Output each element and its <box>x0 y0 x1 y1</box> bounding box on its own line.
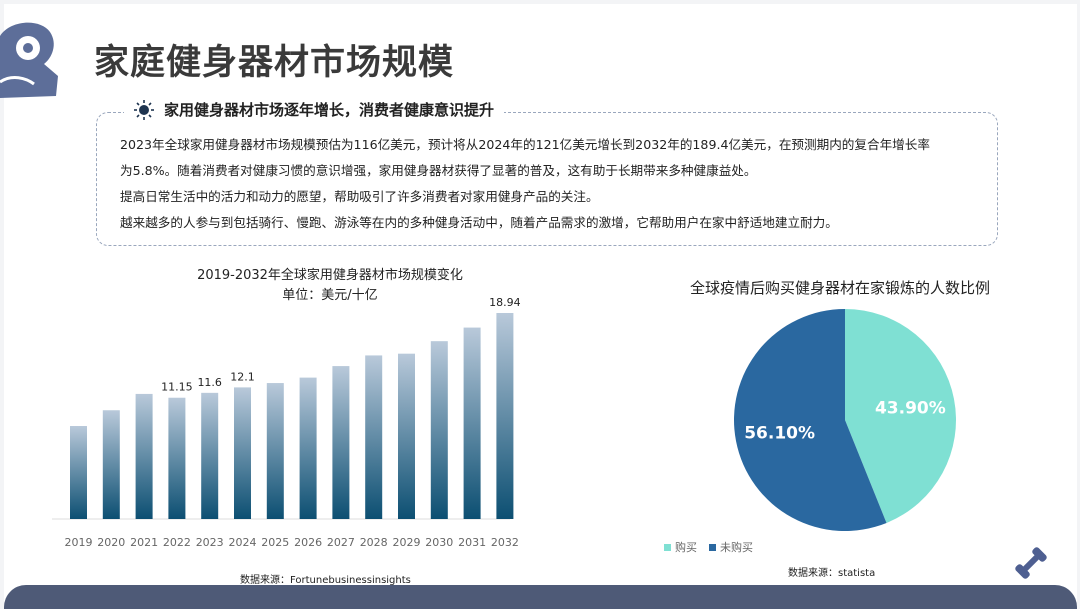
x-tick-label: 2019 <box>65 536 93 549</box>
x-tick-label: 2026 <box>294 536 322 549</box>
bar-2026 <box>299 377 317 519</box>
bar-2023 <box>201 392 219 519</box>
summary-line: 提高日常生活中的活力和动力的愿望，帮助吸引了许多消费者对家用健身产品的关注。 <box>120 189 599 204</box>
pie-legend: 购买 未购买 <box>664 539 753 555</box>
summary-line: 2023年全球家用健身器材市场规模预估为116亿美元，预计将从2024年的121… <box>120 137 930 152</box>
pie-slice-label: 56.10% <box>744 424 815 444</box>
bar-2028 <box>365 355 383 519</box>
legend-item-not-bought: 未购买 <box>709 539 753 555</box>
x-tick-label: 2029 <box>393 536 421 549</box>
pie-slice-1 <box>733 309 887 531</box>
x-tick-label: 2030 <box>425 536 453 549</box>
x-tick-label: 2028 <box>360 536 388 549</box>
x-tick-label: 2032 <box>491 536 519 549</box>
dumbbell-icon <box>1015 547 1047 579</box>
x-tick-label: 2025 <box>261 536 289 549</box>
bar-2027 <box>332 366 350 519</box>
summary-heading: 家用健身器材市场逐年增长，消费者健康意识提升 <box>124 99 505 120</box>
bar-chart-source: 数据来源：Fortunebusinessinsights <box>240 575 411 586</box>
data-label: 11.6 <box>197 376 222 389</box>
bar-chart-title: 2019-2032年全球家用健身器材市场规模变化 <box>197 268 463 283</box>
pie-slice-label: 43.90% <box>875 398 946 418</box>
x-tick-label: 2031 <box>458 536 486 549</box>
bar-2025 <box>266 383 284 519</box>
x-tick-label: 2022 <box>163 536 191 549</box>
pie-chart-source: 数据来源：statista <box>788 568 876 579</box>
bar-2030 <box>430 341 448 519</box>
x-tick-label: 2024 <box>229 536 257 549</box>
summary-line: 越来越多的人参与到包括骑行、慢跑、游泳等在内的多种健身活动中，随着产品需求的激增… <box>120 215 838 230</box>
summary-heading-text: 家用健身器材市场逐年增长，消费者健康意识提升 <box>164 101 495 119</box>
bar-2032 <box>496 313 514 519</box>
data-label: 11.15 <box>161 381 193 394</box>
x-tick-label: 2027 <box>327 536 355 549</box>
footer-bar <box>4 585 1077 609</box>
bar-2029 <box>398 353 415 519</box>
summary-box <box>96 112 998 246</box>
pie-slice-0 <box>845 309 956 523</box>
x-tick-label: 2020 <box>97 536 125 549</box>
bar-2020 <box>102 410 120 519</box>
bar-chart: 2019 2020 2021 2022 11.15 2023 11.6 2024 12.1 202… <box>52 296 521 549</box>
data-label: 12.1 <box>230 370 255 383</box>
page-title: 家庭健身器材市场规模 <box>94 43 455 83</box>
bar-2024 <box>234 387 251 519</box>
flexed-arm-logo-icon <box>0 22 58 98</box>
bar-2021 <box>135 393 153 519</box>
bar-2022 <box>168 397 186 519</box>
pie-chart-title: 全球疫情后购买健身器材在家锻炼的人数比例 <box>689 279 990 297</box>
sun-icon <box>134 99 154 120</box>
x-tick-label: 2023 <box>196 536 224 549</box>
bar-2019 <box>70 426 87 519</box>
data-label: 18.94 <box>489 296 521 309</box>
bar-2031 <box>463 327 481 519</box>
x-tick-label: 2021 <box>130 536 158 549</box>
summary-body: 2023年全球家用健身器材市场规模预估为116亿美元，预计将从2024年的121… <box>120 132 930 236</box>
bar-chart-subtitle: 单位：美元/十亿 <box>282 288 378 303</box>
legend-item-bought: 购买 <box>664 539 697 555</box>
summary-line: 为5.8%。随着消费者对健康习惯的意识增强，家用健身器材获得了显著的普及，这有助… <box>120 163 757 178</box>
